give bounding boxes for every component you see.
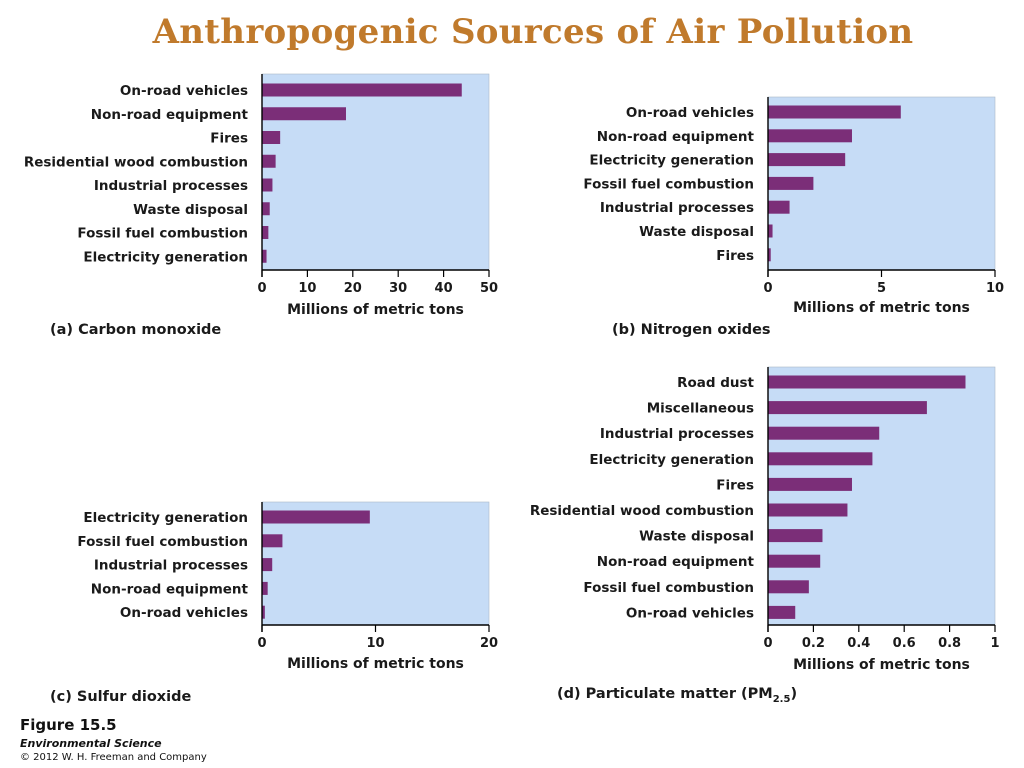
bar-electricity-generation bbox=[768, 452, 873, 466]
category-label-fires: Fires bbox=[210, 131, 248, 147]
bar-waste-disposal bbox=[768, 529, 823, 543]
caption-particulate-main: (d) Particulate matter (PM bbox=[557, 686, 773, 702]
caption-particulate-matter: (d) Particulate matter (PM2.5) bbox=[557, 686, 797, 705]
bar-residential-wood-combustion bbox=[768, 503, 848, 517]
bar-electricity-generation bbox=[262, 249, 267, 263]
caption-particulate-sub: 2.5 bbox=[772, 694, 791, 705]
x-axis-title: Millions of metric tons bbox=[287, 302, 464, 318]
bar-fossil-fuel-combustion bbox=[262, 226, 269, 239]
caption-nitrogen-oxides: (b) Nitrogen oxides bbox=[612, 322, 771, 338]
x-tick-label-10: 10 bbox=[366, 636, 384, 651]
bar-fires bbox=[768, 477, 852, 491]
x-tick-label-0: 0 bbox=[257, 281, 266, 296]
bar-fires bbox=[262, 131, 281, 144]
x-tick-label-1: 1 bbox=[990, 636, 999, 651]
category-label-waste-disposal: Waste disposal bbox=[133, 202, 248, 218]
category-label-fires: Fires bbox=[716, 477, 754, 493]
x-tick-label-10: 10 bbox=[298, 281, 316, 296]
category-label-non-road-equipment: Non-road equipment bbox=[91, 107, 249, 123]
x-tick-label-0: 0 bbox=[763, 281, 772, 296]
bar-waste-disposal bbox=[768, 224, 773, 238]
x-tick-label-20: 20 bbox=[344, 281, 362, 296]
bar-on-road-vehicles bbox=[768, 605, 796, 619]
x-tick-label-0-8: 0.8 bbox=[938, 636, 961, 651]
category-label-fossil-fuel-combustion: Fossil fuel combustion bbox=[77, 226, 248, 242]
category-label-fires: Fires bbox=[716, 248, 754, 264]
bar-waste-disposal bbox=[262, 202, 270, 216]
x-axis-title: Millions of metric tons bbox=[793, 300, 970, 316]
category-label-residential-wood-combustion: Residential wood combustion bbox=[530, 503, 754, 519]
bar-on-road-vehicles bbox=[262, 605, 265, 619]
bar-residential-wood-combustion bbox=[262, 154, 276, 168]
x-axis-title: Millions of metric tons bbox=[793, 657, 970, 673]
category-label-industrial-processes: Industrial processes bbox=[600, 426, 754, 442]
slide-title: Anthropogenic Sources of Air Pollution bbox=[152, 12, 914, 52]
category-label-residential-wood-combustion: Residential wood combustion bbox=[24, 154, 248, 170]
category-label-fossil-fuel-combustion: Fossil fuel combustion bbox=[583, 176, 754, 192]
bar-fossil-fuel-combustion bbox=[262, 534, 283, 548]
book-label: Environmental Science bbox=[20, 737, 162, 750]
bar-non-road-equipment bbox=[262, 581, 268, 595]
category-label-electricity-generation: Electricity generation bbox=[589, 153, 754, 169]
x-tick-label-50: 50 bbox=[480, 281, 498, 296]
x-tick-label-0-4: 0.4 bbox=[847, 636, 870, 651]
category-label-waste-disposal: Waste disposal bbox=[639, 224, 754, 240]
category-label-non-road-equipment: Non-road equipment bbox=[597, 554, 755, 570]
category-label-industrial-processes: Industrial processes bbox=[600, 200, 754, 216]
bar-industrial-processes bbox=[262, 178, 273, 192]
caption-particulate-end: ) bbox=[790, 686, 798, 702]
category-label-waste-disposal: Waste disposal bbox=[639, 529, 754, 545]
category-label-miscellaneous: Miscellaneous bbox=[647, 401, 754, 417]
bar-non-road-equipment bbox=[262, 107, 346, 121]
category-label-industrial-processes: Industrial processes bbox=[94, 558, 248, 574]
x-tick-label-0: 0 bbox=[257, 636, 266, 651]
bar-industrial-processes bbox=[768, 200, 790, 214]
copyright: © 2012 W. H. Freeman and Company bbox=[20, 752, 207, 763]
bar-road-dust bbox=[768, 375, 966, 389]
figure-label: Figure 15.5 bbox=[20, 716, 117, 734]
category-label-on-road-vehicles: On-road vehicles bbox=[626, 105, 754, 121]
category-label-fossil-fuel-combustion: Fossil fuel combustion bbox=[583, 580, 754, 596]
x-tick-label-10: 10 bbox=[986, 281, 1004, 296]
x-tick-label-20: 20 bbox=[480, 636, 498, 651]
bar-fires bbox=[768, 248, 771, 262]
category-label-electricity-generation: Electricity generation bbox=[83, 249, 248, 265]
bar-non-road-equipment bbox=[768, 554, 821, 568]
x-tick-label-5: 5 bbox=[877, 281, 886, 296]
bar-miscellaneous bbox=[768, 401, 927, 415]
category-label-fossil-fuel-combustion: Fossil fuel combustion bbox=[77, 534, 248, 550]
category-label-industrial-processes: Industrial processes bbox=[94, 178, 248, 194]
category-label-on-road-vehicles: On-road vehicles bbox=[626, 605, 754, 621]
x-tick-label-0: 0 bbox=[763, 636, 772, 651]
bar-industrial-processes bbox=[768, 426, 880, 440]
x-tick-label-0-6: 0.6 bbox=[893, 636, 916, 651]
category-label-electricity-generation: Electricity generation bbox=[589, 452, 754, 468]
x-tick-label-0-2: 0.2 bbox=[802, 636, 825, 651]
bar-on-road-vehicles bbox=[262, 83, 462, 97]
bar-non-road-equipment bbox=[768, 129, 852, 143]
x-axis-title: Millions of metric tons bbox=[287, 656, 464, 672]
bar-fossil-fuel-combustion bbox=[768, 580, 809, 594]
bar-fossil-fuel-combustion bbox=[768, 176, 814, 190]
x-tick-label-40: 40 bbox=[435, 281, 453, 296]
category-label-non-road-equipment: Non-road equipment bbox=[91, 581, 249, 597]
bar-electricity-generation bbox=[768, 153, 846, 167]
bar-electricity-generation bbox=[262, 510, 370, 524]
bar-industrial-processes bbox=[262, 558, 273, 572]
category-label-on-road-vehicles: On-road vehicles bbox=[120, 83, 248, 99]
plot-area bbox=[261, 73, 490, 271]
caption-carbon-monoxide: (a) Carbon monoxide bbox=[50, 322, 222, 338]
x-tick-label-30: 30 bbox=[389, 281, 407, 296]
category-label-non-road-equipment: Non-road equipment bbox=[597, 129, 755, 145]
category-label-electricity-generation: Electricity generation bbox=[83, 510, 248, 526]
bar-on-road-vehicles bbox=[768, 105, 901, 119]
category-label-road-dust: Road dust bbox=[677, 375, 754, 391]
caption-sulfur-dioxide: (c) Sulfur dioxide bbox=[50, 689, 192, 705]
category-label-on-road-vehicles: On-road vehicles bbox=[120, 605, 248, 621]
